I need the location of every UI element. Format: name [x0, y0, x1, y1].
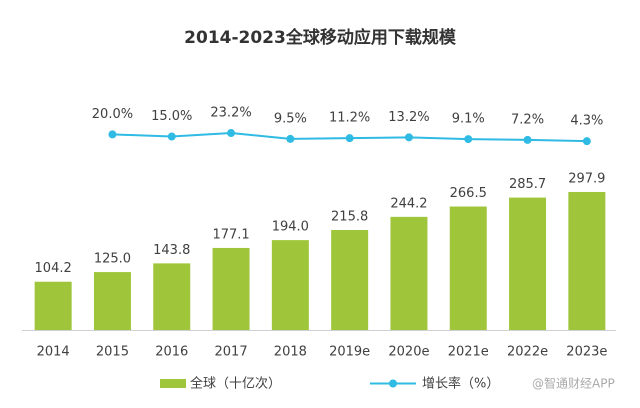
chart-title: 2014-2023全球移动应用下载规模 — [184, 27, 457, 48]
x-tick-label: 2022e — [507, 345, 548, 360]
bar — [568, 191, 606, 330]
line-point — [108, 130, 117, 139]
data-label: 125.0 — [94, 252, 131, 267]
data-label: 13.2% — [388, 110, 429, 125]
bar — [509, 197, 547, 330]
data-label: 23.2% — [210, 106, 251, 121]
data-label: 4.3% — [570, 114, 603, 129]
legend-swatch — [389, 379, 397, 388]
data-label: 7.2% — [511, 112, 544, 127]
data-label: 20.0% — [92, 107, 133, 122]
data-label: 194.0 — [272, 220, 309, 235]
x-tick-label: 2014 — [37, 345, 70, 360]
legend-label: 全球（十亿次） — [190, 376, 281, 392]
data-label: 11.2% — [329, 111, 370, 126]
data-label: 215.8 — [331, 210, 368, 225]
data-label: 143.8 — [153, 243, 190, 258]
line-point — [464, 135, 473, 144]
x-tick-label: 2018 — [274, 345, 307, 360]
data-label: 9.5% — [274, 111, 307, 126]
bar — [93, 272, 131, 330]
line-point — [167, 132, 176, 141]
bar — [271, 240, 309, 330]
bar — [153, 263, 191, 330]
line-point — [227, 129, 236, 138]
bar — [34, 281, 72, 330]
legend-swatch — [160, 379, 186, 388]
line-point — [345, 134, 354, 143]
bar — [449, 206, 487, 330]
data-label: 177.1 — [212, 227, 249, 242]
bar — [390, 216, 428, 330]
x-tick-label: 2017 — [215, 345, 248, 360]
data-label: 244.2 — [390, 196, 427, 211]
bar — [331, 230, 369, 330]
line-point — [523, 135, 532, 144]
x-tick-label: 2015 — [96, 345, 129, 360]
x-tick-label: 2021e — [448, 345, 489, 360]
x-tick-label: 2019e — [329, 345, 370, 360]
line-point — [286, 134, 295, 143]
data-label: 104.2 — [35, 261, 72, 276]
legend-label: 增长率（%） — [422, 376, 499, 392]
data-label: 266.5 — [450, 186, 487, 201]
data-label: 297.9 — [568, 171, 605, 186]
line-point — [582, 137, 591, 146]
x-tick-label: 2020e — [388, 345, 429, 360]
data-label: 9.1% — [452, 112, 485, 127]
bar — [212, 247, 250, 330]
line-point — [404, 133, 413, 142]
data-label: 15.0% — [151, 109, 192, 124]
x-tick-label: 2023e — [566, 345, 607, 360]
watermark: @智通财经APP — [532, 376, 615, 391]
data-label: 285.7 — [509, 177, 546, 192]
x-tick-label: 2016 — [155, 345, 188, 360]
